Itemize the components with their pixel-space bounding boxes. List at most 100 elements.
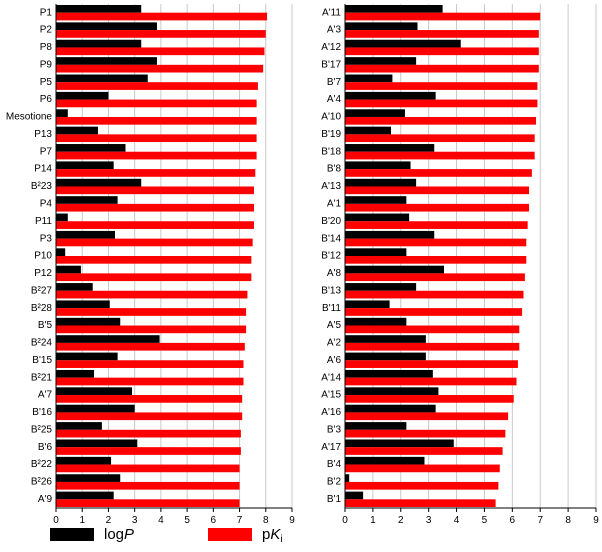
category-label: B'8	[327, 164, 342, 175]
chart-panel-1: P1 P2 P8 P9 P5 P6 Mesotione P13 P7 P14 B²23 P4 P11 P3…	[6, 4, 295, 526]
bar-logp	[56, 39, 142, 48]
category-label: B'7	[327, 77, 342, 88]
category-label: B'5	[38, 320, 53, 331]
bar-logp	[56, 230, 115, 239]
bar-pki	[345, 12, 541, 21]
bar-pki	[56, 30, 266, 38]
category-label: P9	[40, 59, 53, 70]
bar-logp	[56, 283, 93, 291]
bar-logp	[56, 248, 66, 256]
x-tick-label: 4	[454, 515, 460, 526]
category-label: B'12	[321, 251, 341, 262]
bar-pki	[56, 151, 257, 160]
bar-logp	[345, 300, 390, 309]
x-tick-label: 3	[426, 515, 432, 526]
category-label: B²22	[31, 459, 53, 470]
category-label: A'9	[38, 494, 53, 505]
category-label: A'8	[327, 268, 342, 279]
category-label: B'17	[321, 59, 341, 70]
category-label: P4	[40, 199, 53, 210]
x-tick-label: 0	[53, 515, 59, 526]
bar-logp	[56, 144, 126, 152]
category-label: A'1	[327, 199, 342, 210]
bar-pki	[56, 308, 247, 316]
bar-logp	[56, 5, 142, 13]
category-label: P1	[40, 7, 53, 18]
bar-logp	[56, 213, 68, 222]
legend-swatch	[208, 528, 252, 541]
category-label: P5	[40, 77, 53, 88]
bar-pki	[56, 221, 254, 229]
bar-logp	[56, 22, 157, 31]
bar-logp	[56, 335, 160, 343]
x-tick-label: 5	[482, 515, 488, 526]
bar-pki	[56, 64, 264, 73]
bar-logp	[345, 91, 436, 100]
bar-logp	[345, 335, 426, 343]
category-label: B'14	[321, 233, 341, 244]
bar-logp	[345, 161, 411, 170]
bar-logp	[345, 22, 418, 31]
bar-logp	[56, 265, 81, 274]
bar-logp	[56, 161, 114, 170]
bar-logp	[345, 456, 425, 465]
category-label: A'4	[327, 94, 342, 105]
bar-pki	[345, 447, 503, 455]
category-label: B'11	[322, 303, 341, 314]
category-label: P10	[34, 251, 52, 262]
bar-logp	[345, 352, 426, 361]
x-tick-label: 1	[79, 515, 85, 526]
x-tick-label: 7	[537, 515, 543, 526]
category-label: B²26	[31, 477, 53, 488]
bar-pki	[56, 325, 247, 334]
category-label: B²28	[31, 303, 53, 314]
bar-logp	[56, 74, 148, 83]
bar-logp	[56, 57, 157, 65]
bar-logp	[345, 109, 405, 117]
bar-logp	[56, 404, 135, 413]
bar-pki	[345, 273, 525, 282]
category-label: B²21	[31, 372, 53, 383]
category-label: A'17	[321, 442, 341, 453]
bar-pki	[345, 203, 530, 212]
category-label: P7	[40, 146, 53, 157]
category-label: A'12	[321, 42, 341, 53]
category-label: B'13	[321, 285, 341, 296]
bar-logp	[56, 369, 95, 378]
category-label: A'7	[38, 390, 53, 401]
bar-pki	[345, 256, 527, 264]
bar-pki	[56, 134, 257, 143]
category-label: P12	[34, 268, 52, 279]
bar-pki	[56, 290, 248, 299]
category-label: P13	[34, 129, 52, 140]
bar-logp	[56, 300, 110, 309]
bar-logp	[345, 317, 407, 326]
x-tick-label: 8	[263, 515, 269, 526]
x-tick-label: 9	[593, 515, 599, 526]
bar-pki	[345, 30, 539, 38]
x-tick-label: 6	[510, 515, 516, 526]
category-label: P8	[40, 42, 53, 53]
x-tick-label: 4	[158, 515, 164, 526]
bar-pki	[56, 273, 252, 282]
bar-logp	[345, 369, 433, 378]
category-label: B'18	[321, 146, 341, 157]
category-label: B'4	[327, 459, 342, 470]
bar-logp	[345, 248, 407, 256]
legend-label: pKi	[262, 526, 283, 545]
bar-pki	[345, 481, 499, 490]
category-label: B'1	[327, 494, 342, 505]
bar-logp	[56, 422, 102, 430]
bar-logp	[345, 126, 392, 135]
bar-pki	[345, 308, 523, 316]
bar-logp	[56, 91, 109, 100]
category-label: P6	[40, 94, 53, 105]
bar-logp	[56, 109, 68, 117]
category-label: B'15	[32, 355, 52, 366]
category-label: A'14	[321, 372, 341, 383]
category-label: A'5	[327, 320, 342, 331]
x-tick-label: 7	[237, 515, 243, 526]
bar-pki	[56, 12, 268, 21]
bar-pki	[345, 360, 518, 368]
